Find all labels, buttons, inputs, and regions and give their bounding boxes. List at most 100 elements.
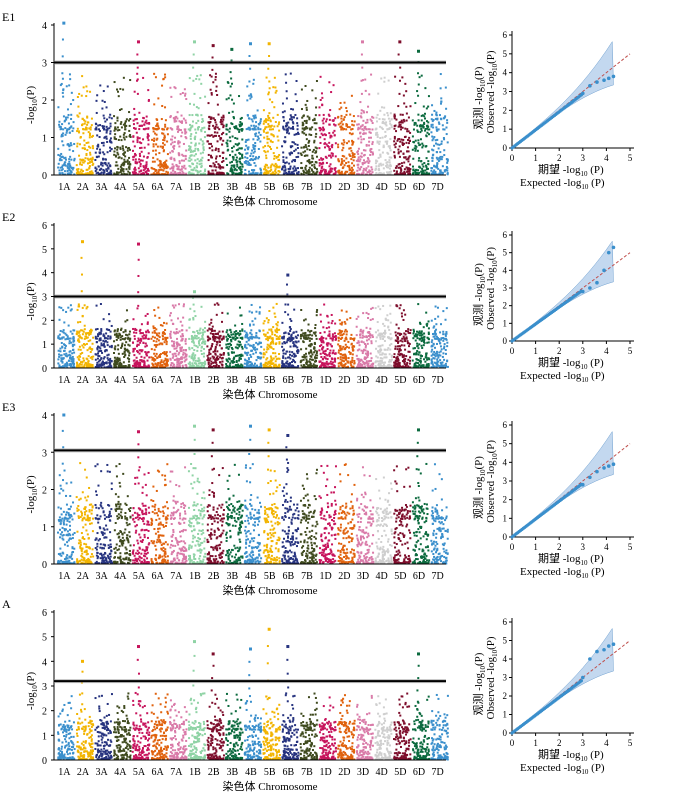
snp-point — [324, 134, 327, 137]
snp-point — [416, 90, 419, 93]
snp-point — [302, 335, 305, 338]
snp-point — [139, 359, 142, 362]
snp-point — [94, 151, 97, 154]
snp-point — [172, 167, 175, 170]
snp-point — [359, 115, 362, 118]
snp-point — [297, 340, 300, 343]
snp-point — [96, 134, 99, 137]
snp-point — [202, 361, 205, 364]
snp-point — [388, 161, 391, 164]
snp-point — [134, 364, 137, 367]
snp-point — [94, 358, 97, 361]
snp-point — [281, 166, 284, 169]
snp-point — [304, 103, 307, 106]
peak-point — [192, 79, 195, 82]
snp-point — [270, 365, 273, 368]
snp-point — [80, 363, 83, 366]
snp-point — [57, 358, 60, 361]
snp-point — [258, 312, 261, 315]
snp-point — [253, 126, 256, 129]
snp-point — [172, 340, 175, 343]
snp-point — [61, 140, 64, 143]
snp-point — [425, 168, 428, 171]
snp-point — [349, 154, 352, 157]
snp-point — [141, 349, 144, 352]
snp-point — [333, 168, 336, 171]
chromosome-label: 7A — [170, 375, 183, 386]
snp-point — [430, 167, 433, 170]
snp-point — [272, 306, 275, 309]
snp-point — [370, 73, 373, 76]
snp-point — [244, 161, 247, 164]
snp-point — [339, 101, 342, 104]
snp-point — [407, 142, 410, 145]
snp-point — [113, 360, 116, 363]
snp-point — [266, 135, 269, 138]
snp-point — [137, 362, 140, 365]
snp-point — [60, 341, 63, 344]
snp-point — [329, 163, 332, 166]
snp-point — [306, 99, 309, 102]
snp-point — [98, 333, 101, 336]
snp-point — [162, 161, 165, 164]
snp-point — [425, 135, 428, 138]
snp-point — [247, 148, 250, 151]
snp-point — [222, 335, 225, 338]
snp-point — [350, 166, 353, 169]
snp-point — [140, 359, 143, 362]
snp-point — [268, 117, 271, 120]
snp-point — [196, 346, 199, 349]
snp-point — [342, 146, 345, 149]
snp-point — [96, 363, 99, 366]
peak-point — [249, 67, 252, 70]
snp-point — [342, 166, 345, 169]
snp-point — [257, 366, 260, 369]
snp-point — [357, 153, 360, 156]
snp-point — [254, 336, 257, 339]
snp-point — [140, 332, 143, 335]
snp-point — [169, 330, 172, 333]
snp-point — [184, 348, 187, 351]
snp-point — [267, 144, 270, 147]
snp-point — [268, 337, 271, 340]
snp-point — [68, 128, 71, 131]
snp-point — [99, 347, 102, 350]
snp-point — [67, 162, 70, 165]
snp-point — [202, 366, 205, 369]
snp-point — [231, 348, 234, 351]
snp-point — [211, 366, 214, 369]
snp-point — [440, 171, 443, 174]
snp-point — [244, 335, 247, 338]
snp-point — [302, 151, 305, 154]
snp-point — [62, 173, 65, 176]
snp-point — [386, 171, 389, 174]
snp-point — [328, 366, 331, 369]
snp-point — [343, 116, 346, 119]
y-tick-label: 4 — [42, 21, 47, 32]
snp-point — [210, 360, 213, 363]
snp-point — [123, 158, 126, 161]
snp-point — [170, 171, 173, 174]
chromosome-4A — [113, 309, 132, 369]
snp-point — [133, 354, 136, 357]
snp-point — [87, 355, 90, 358]
snp-point — [102, 339, 105, 342]
snp-point — [166, 140, 169, 143]
snp-point — [312, 170, 315, 173]
snp-point — [109, 172, 112, 175]
snp-point — [194, 366, 197, 369]
snp-point — [309, 161, 312, 164]
snp-point — [328, 132, 331, 135]
snp-point — [146, 312, 149, 315]
snp-point — [345, 110, 348, 113]
snp-point — [348, 147, 351, 150]
snp-point — [88, 366, 91, 369]
snp-point — [218, 344, 221, 347]
snp-point — [266, 141, 269, 144]
snp-point — [114, 133, 117, 136]
snp-point — [190, 337, 193, 340]
snp-point — [225, 123, 228, 126]
snp-point — [136, 72, 139, 75]
snp-point — [141, 335, 144, 338]
snp-point — [233, 125, 236, 128]
